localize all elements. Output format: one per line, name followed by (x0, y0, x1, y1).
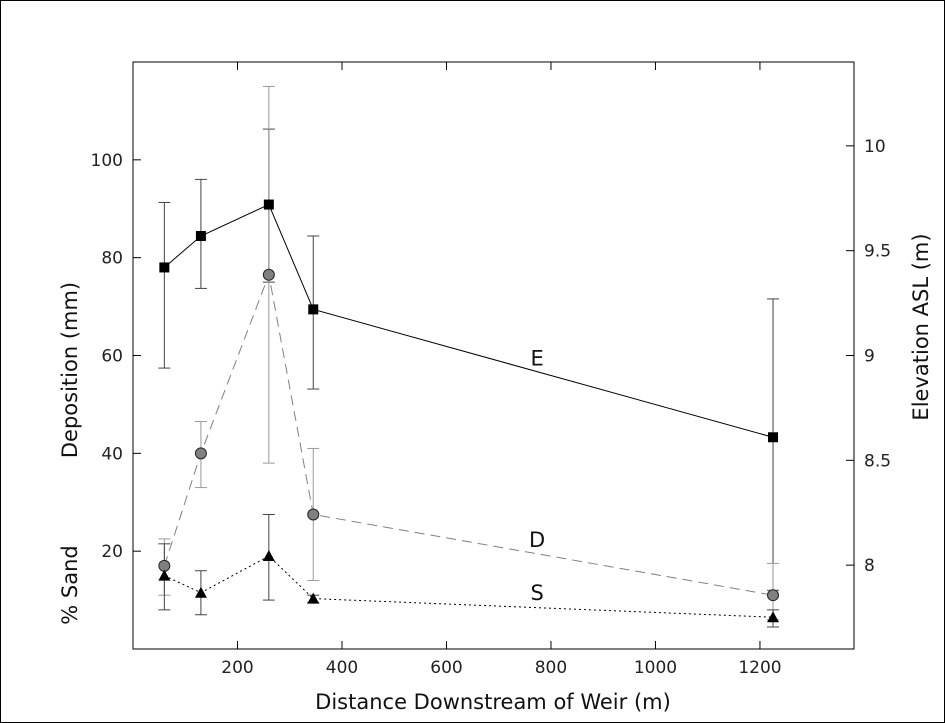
marker-e (159, 262, 170, 273)
marker-d (262, 268, 275, 281)
marker-e (768, 432, 779, 443)
y-left-tick-label: 20 (101, 542, 123, 562)
marker-d (307, 508, 320, 521)
marker-s (262, 550, 275, 562)
x-tick-label: 400 (326, 658, 358, 678)
series-label-e: E (530, 346, 543, 370)
series-line-d (163, 272, 774, 596)
y-axis-title-left-secondary: % Sand (58, 545, 82, 624)
y-axis-title-left: Deposition (mm) (58, 282, 82, 458)
series-line-e (164, 203, 774, 438)
marker-s (158, 569, 171, 581)
series-label-s: S (530, 581, 543, 605)
x-tick-label: 1000 (634, 658, 677, 678)
x-tick-label: 600 (430, 658, 462, 678)
marker-s (194, 586, 207, 598)
y-left-tick-label: 60 (101, 347, 123, 367)
marker-d (194, 447, 207, 460)
marker-s (307, 592, 320, 604)
x-tick-label: 200 (221, 658, 253, 678)
marker-e (195, 231, 206, 242)
axis-ticks: 200 400 600 800 1000 1200 20 40 60 80 100 8 8.5 9 9.5 1… (91, 62, 891, 678)
y-right-tick-label: 9 (864, 347, 875, 367)
x-axis-title: Distance Downstream of Weir (m) (315, 690, 671, 714)
y-right-tick-label: 8.5 (864, 451, 891, 471)
y-left-tick-label: 80 (101, 249, 123, 269)
x-tick-label: 1200 (738, 658, 781, 678)
y-axis-title-right: Elevation ASL (m) (909, 233, 933, 420)
x-tick-label: 800 (535, 658, 567, 678)
plot-area (132, 61, 855, 650)
series-lines (163, 203, 774, 618)
error-bars (158, 85, 780, 628)
y-left-tick-label: 100 (91, 151, 123, 171)
marker-s (767, 611, 780, 623)
marker-e (263, 199, 274, 210)
marker-d (767, 589, 780, 602)
y-right-tick-label: 8 (864, 556, 875, 576)
series-line-s (164, 555, 774, 618)
y-right-tick-label: 10 (864, 137, 886, 157)
y-left-tick-label: 40 (101, 444, 123, 464)
series-label-d: D (529, 528, 545, 552)
series-markers (158, 199, 780, 623)
marker-e (308, 304, 319, 315)
y-right-tick-label: 9.5 (864, 242, 891, 262)
series-labels: E D S (529, 346, 545, 605)
